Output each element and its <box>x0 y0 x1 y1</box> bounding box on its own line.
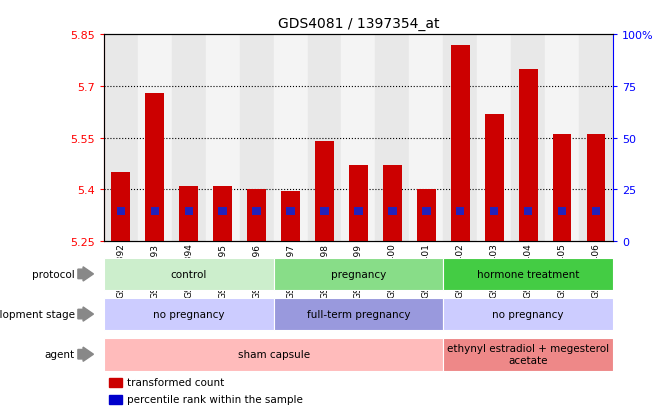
Bar <box>490 208 498 216</box>
Bar <box>422 208 431 216</box>
Bar <box>477 35 511 242</box>
Bar <box>545 35 579 242</box>
Bar <box>240 35 273 242</box>
Bar <box>320 208 329 216</box>
Text: agent: agent <box>45 349 75 359</box>
Bar <box>444 258 613 290</box>
Bar <box>151 208 159 216</box>
Bar <box>592 208 600 216</box>
Text: protocol: protocol <box>32 269 75 279</box>
Bar <box>104 298 273 330</box>
Bar <box>218 208 227 216</box>
Text: development stage: development stage <box>0 309 75 319</box>
Bar <box>485 114 504 242</box>
Bar <box>180 187 198 242</box>
Bar <box>253 208 261 216</box>
Bar <box>409 35 444 242</box>
Title: GDS4081 / 1397354_at: GDS4081 / 1397354_at <box>277 17 440 31</box>
Bar <box>553 135 572 242</box>
Bar <box>109 395 122 404</box>
Bar <box>511 35 545 242</box>
Text: percentile rank within the sample: percentile rank within the sample <box>127 394 303 404</box>
Text: no pregnancy: no pregnancy <box>492 309 564 319</box>
Bar <box>206 35 240 242</box>
Bar <box>184 208 193 216</box>
Bar <box>558 208 566 216</box>
Bar <box>273 258 444 290</box>
FancyArrow shape <box>78 347 94 361</box>
Bar <box>104 258 273 290</box>
Bar <box>579 35 613 242</box>
Bar <box>213 187 232 242</box>
Bar <box>524 208 533 216</box>
Bar <box>354 208 362 216</box>
Text: ethynyl estradiol + megesterol
acetate: ethynyl estradiol + megesterol acetate <box>447 344 609 365</box>
Bar <box>587 135 606 242</box>
FancyArrow shape <box>78 267 94 281</box>
Bar <box>315 142 334 242</box>
Bar <box>104 35 138 242</box>
Bar <box>342 35 375 242</box>
Bar <box>273 298 444 330</box>
Bar <box>444 35 477 242</box>
Bar <box>383 166 402 242</box>
Bar <box>308 35 342 242</box>
Text: transformed count: transformed count <box>127 377 224 387</box>
Text: no pregnancy: no pregnancy <box>153 309 224 319</box>
Bar <box>145 94 164 242</box>
Bar <box>388 208 397 216</box>
Bar <box>451 45 470 242</box>
Bar <box>109 378 122 387</box>
Bar <box>456 208 464 216</box>
Bar <box>111 173 130 242</box>
Bar <box>273 35 308 242</box>
Bar <box>519 69 537 242</box>
Bar <box>417 190 436 242</box>
Bar <box>286 208 295 216</box>
Bar <box>444 338 613 370</box>
Bar <box>375 35 409 242</box>
Bar <box>349 166 368 242</box>
Bar <box>247 190 266 242</box>
Text: pregnancy: pregnancy <box>331 269 386 279</box>
Bar <box>104 338 444 370</box>
Text: sham capsule: sham capsule <box>238 349 310 359</box>
Bar <box>172 35 206 242</box>
Text: full-term pregnancy: full-term pregnancy <box>307 309 410 319</box>
FancyArrow shape <box>78 307 94 321</box>
Bar <box>138 35 172 242</box>
Text: control: control <box>171 269 207 279</box>
Bar <box>117 208 125 216</box>
Text: hormone treatment: hormone treatment <box>477 269 580 279</box>
Bar <box>281 192 300 242</box>
Bar <box>444 298 613 330</box>
